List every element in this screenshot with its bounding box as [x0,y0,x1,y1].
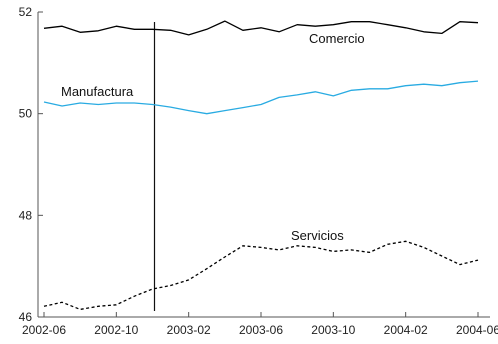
y-tick-label: 46 [19,310,33,324]
x-axis-ticks: 2002-06 2002-10 2003-02 2003-06 2003-10 2004-… [22,312,498,337]
x-tick-label: 2003-06 [239,323,283,337]
y-tick-label: 52 [19,5,33,19]
x-tick-label: 2004-06 [456,323,498,337]
plot-frame [37,12,490,318]
x-tick-label: 2003-02 [167,323,211,337]
x-tick-label: 2002-10 [94,323,138,337]
series-line-servicios [43,240,479,311]
series-line-comercio [43,20,479,36]
x-tick-label: 2004-02 [384,323,428,337]
x-tick-label: 2003-10 [311,323,355,337]
y-tick-label: 48 [19,208,33,222]
series-layer [43,20,479,311]
y-tick-label: 50 [19,107,33,121]
series-line-manufactura [43,80,479,115]
series-label-comercio: Comercio [309,31,365,46]
series-label-manufactura: Manufactura [61,84,134,99]
x-tick-label: 2002-06 [22,323,66,337]
y-axis-ticks: 46 48 50 52 [19,5,43,324]
series-label-servicios: Servicios [291,228,344,243]
